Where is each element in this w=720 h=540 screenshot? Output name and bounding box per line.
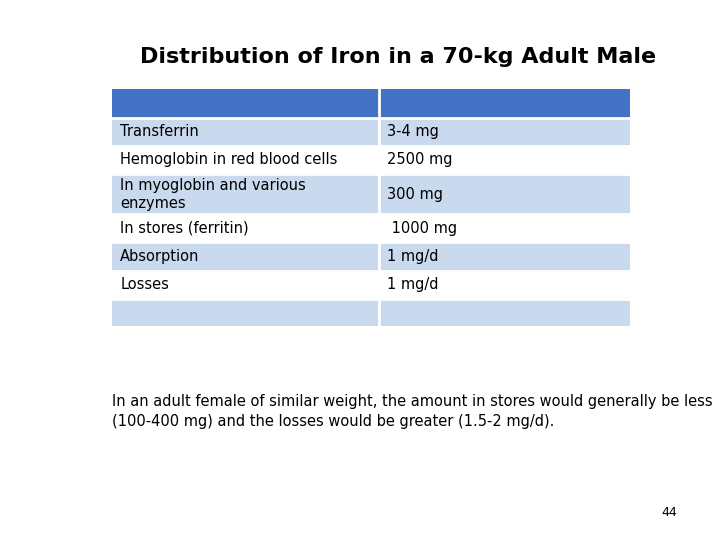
Text: Absorption: Absorption (120, 249, 199, 264)
Bar (112, 174, 630, 214)
Text: 2500 mg: 2500 mg (387, 152, 453, 167)
Text: 1 mg/d: 1 mg/d (387, 249, 438, 264)
Bar (112, 299, 630, 326)
Text: Losses: Losses (120, 277, 169, 292)
Text: 300 mg: 300 mg (387, 187, 444, 201)
Text: 3-4 mg: 3-4 mg (387, 124, 439, 139)
Bar (112, 146, 630, 174)
Text: In myoglobin and various
enzymes: In myoglobin and various enzymes (120, 178, 306, 211)
Bar (112, 214, 630, 242)
Text: 1 mg/d: 1 mg/d (387, 277, 438, 292)
Text: Distribution of Iron in a 70-kg Adult Male: Distribution of Iron in a 70-kg Adult Ma… (140, 46, 657, 67)
Text: Transferrin: Transferrin (120, 124, 199, 139)
Text: 44: 44 (661, 507, 677, 519)
Bar (112, 118, 630, 146)
Bar (112, 271, 630, 299)
Bar (112, 242, 630, 271)
Bar (112, 89, 630, 118)
Text: 1000 mg: 1000 mg (387, 221, 457, 236)
Text: Hemoglobin in red blood cells: Hemoglobin in red blood cells (120, 152, 338, 167)
Text: In an adult female of similar weight, the amount in stores would generally be le: In an adult female of similar weight, th… (112, 394, 712, 429)
Text: In stores (ferritin): In stores (ferritin) (120, 221, 249, 236)
